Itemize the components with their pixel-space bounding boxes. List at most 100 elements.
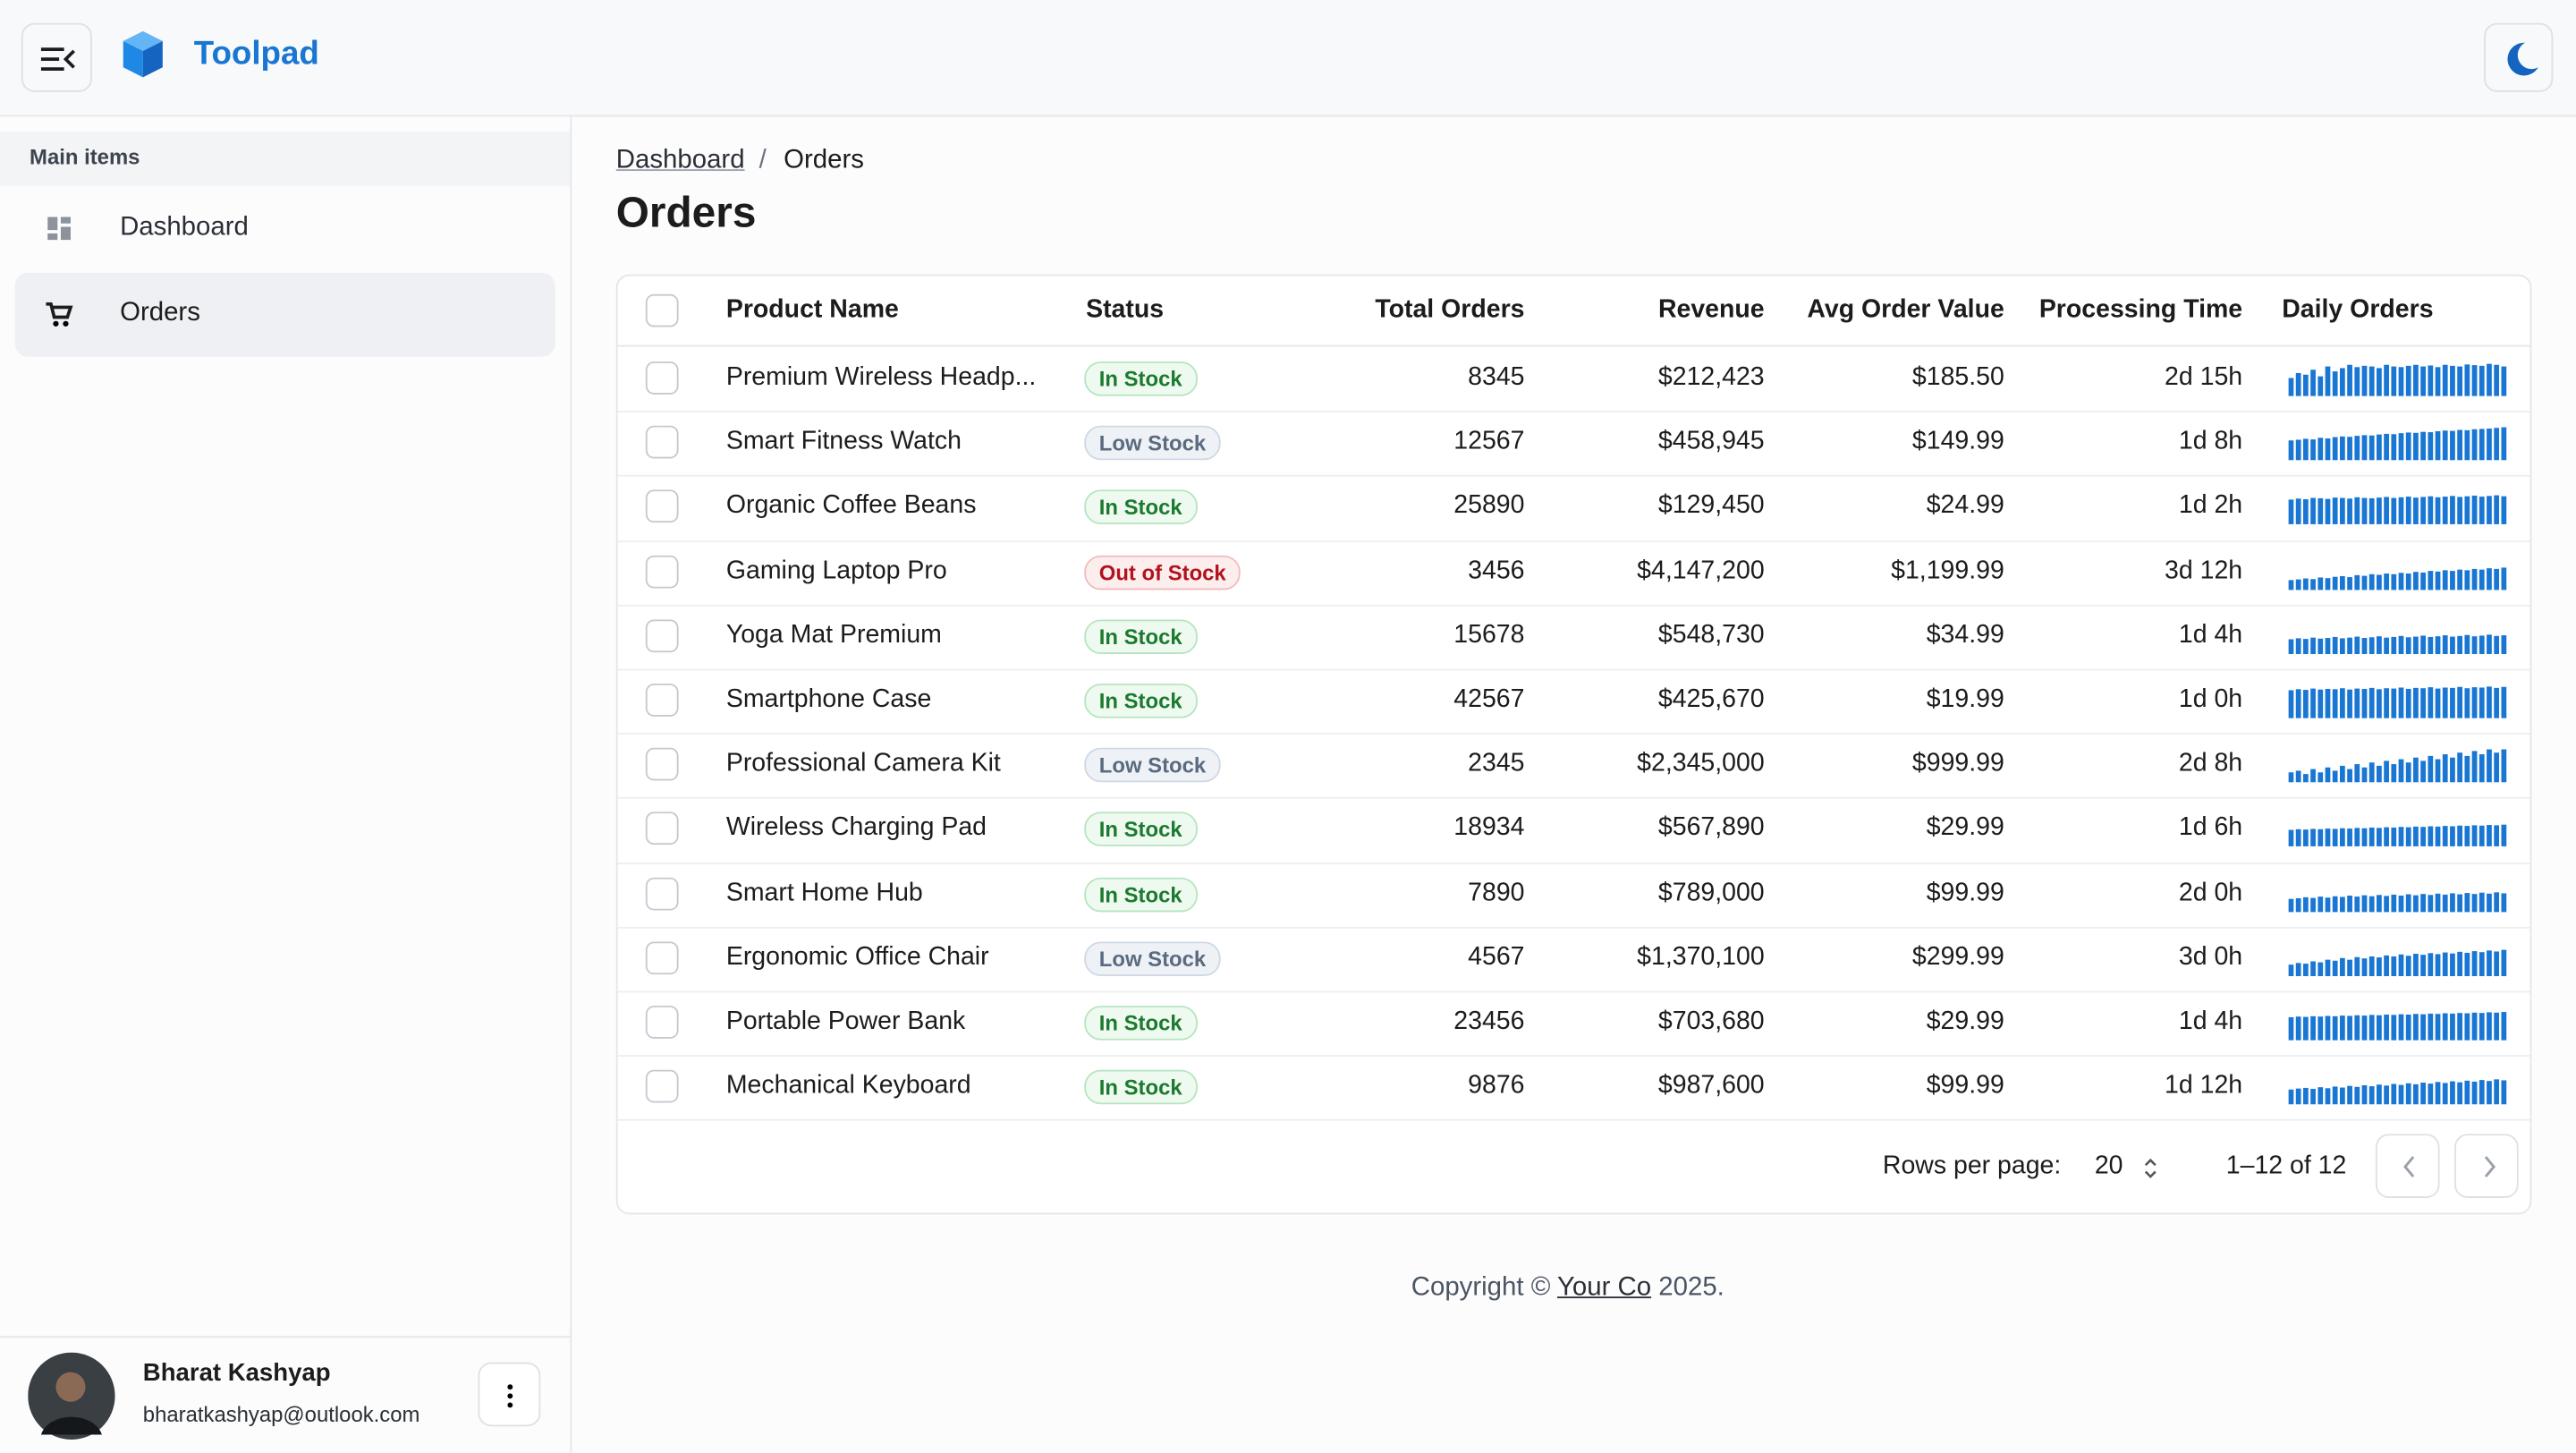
sparkline-bar: [2340, 1087, 2345, 1105]
cell-avg-order-value: $34.99: [1926, 620, 2004, 650]
sparkline: [2288, 1012, 2507, 1041]
checkbox[interactable]: [645, 361, 679, 395]
sparkline-bar: [2368, 687, 2375, 718]
footer-text: 2025.: [1658, 1273, 1724, 1302]
sparkline-bar: [2435, 759, 2441, 783]
sparkline-bar: [2384, 434, 2389, 461]
sparkline-bar: [2398, 687, 2404, 718]
sparkline-bar: [2310, 769, 2316, 783]
sparkline-bar: [2420, 893, 2426, 912]
sparkline-bar: [2464, 569, 2470, 590]
rows-per-page-select[interactable]: 20: [2094, 1151, 2123, 1180]
cell-avg-order-value: $24.99: [1926, 491, 2004, 521]
sparkline-bar: [2295, 439, 2301, 461]
sparkline-bar: [2391, 366, 2397, 396]
page-button[interactable]: [2375, 1134, 2440, 1198]
more-icon: [507, 1384, 513, 1408]
checkbox[interactable]: [645, 426, 679, 459]
sparkline-bar: [2347, 1015, 2352, 1041]
status-chip: In Stock: [1084, 1006, 1198, 1041]
sparkline-bar: [2501, 686, 2507, 718]
sparkline-bar: [2368, 636, 2375, 654]
sparkline-bar: [2361, 435, 2368, 461]
sparkline-bar: [2325, 438, 2331, 461]
sparkline-bar: [2325, 637, 2331, 654]
sparkline-bar: [2494, 951, 2500, 976]
product-name: Mechanical Keyboard: [725, 1071, 971, 1100]
sparkline-bar: [2494, 891, 2500, 912]
sparkline-bar: [2368, 828, 2375, 847]
sparkline-bar: [2310, 829, 2316, 847]
sparkline-bar: [2302, 638, 2309, 654]
checkbox[interactable]: [645, 748, 679, 781]
sparkline-bar: [2471, 826, 2478, 847]
cell-revenue: $2,345,000: [1637, 749, 1765, 778]
sparkline-bar: [2494, 826, 2500, 847]
checkbox[interactable]: [645, 1006, 679, 1039]
sparkline-bar: [2361, 1085, 2368, 1105]
theme-toggle[interactable]: [2484, 22, 2554, 92]
sparkline-bar: [2471, 365, 2478, 396]
sparkline-bar: [2384, 828, 2389, 847]
sparkline-bar: [2325, 1015, 2331, 1041]
checkbox[interactable]: [645, 1070, 679, 1103]
status-chip: In Stock: [1084, 619, 1198, 654]
sparkline-bar: [2384, 688, 2389, 718]
checkbox[interactable]: [645, 619, 679, 652]
user-menu-button[interactable]: [478, 1362, 541, 1427]
sparkline-bar: [2413, 433, 2419, 461]
sparkline-bar: [2405, 828, 2411, 847]
footer-link[interactable]: Your Co: [1556, 1273, 1652, 1302]
sparkline: [2288, 949, 2507, 976]
product-name: Premium Wireless Headp...: [725, 362, 1037, 392]
sparkline-bar: [2501, 566, 2507, 590]
nav-item[interactable]: Dashboard: [120, 213, 249, 242]
app-title[interactable]: Toolpad: [193, 36, 319, 72]
sparkline-bar: [2295, 372, 2301, 396]
sparkline-bar: [2354, 764, 2360, 783]
sparkline-bar: [2318, 896, 2324, 912]
sparkline-bar: [2450, 892, 2455, 912]
cell-processing-time: 2d 15h: [2165, 362, 2243, 392]
checkbox[interactable]: [645, 684, 679, 717]
cell-revenue: $458,945: [1657, 427, 1765, 456]
pagination-range: 1–12 of 12: [2225, 1151, 2347, 1180]
sparkline: [2288, 686, 2507, 718]
sparkline-bar: [2457, 951, 2463, 976]
sparkline-bar: [2413, 364, 2419, 396]
avatar: [28, 1352, 115, 1440]
menu-button[interactable]: [21, 22, 92, 92]
sparkline-bar: [2295, 689, 2301, 718]
breadcrumb-link[interactable]: Dashboard: [615, 146, 745, 174]
cell-total-orders: 9876: [1468, 1071, 1525, 1100]
nav-item[interactable]: Orders: [120, 299, 200, 327]
checkbox[interactable]: [645, 555, 679, 588]
checkbox[interactable]: [645, 293, 679, 327]
row-divider: [617, 926, 2530, 929]
nav-selected[interactable]: [14, 272, 555, 357]
sparkline: [2288, 1079, 2507, 1105]
checkbox[interactable]: [645, 941, 679, 974]
sparkline-bar: [2318, 576, 2324, 590]
sparkline-bar: [2413, 1084, 2419, 1105]
sparkline-bar: [2457, 497, 2463, 525]
sparkline-bar: [2368, 1086, 2375, 1105]
row-divider: [617, 411, 2530, 413]
sparkline-bar: [2405, 1015, 2411, 1041]
sparkline-bar: [2340, 1015, 2345, 1041]
sparkline-bar: [2442, 569, 2448, 590]
sparkline-bar: [2450, 636, 2455, 654]
page-button[interactable]: [2454, 1134, 2519, 1198]
sparkline-bar: [2479, 951, 2485, 976]
checkbox[interactable]: [645, 877, 679, 910]
sparkline-bar: [2435, 367, 2441, 396]
sparkline-bar: [2391, 1015, 2397, 1041]
sparkline-bar: [2347, 689, 2352, 718]
sparkline-bar: [2405, 432, 2411, 461]
sparkline-bar: [2442, 754, 2448, 783]
sparkline-bar: [2398, 1084, 2404, 1105]
checkbox[interactable]: [645, 490, 679, 523]
sparkline-bar: [2413, 497, 2419, 525]
sparkline-bar: [2457, 1013, 2463, 1041]
checkbox[interactable]: [645, 812, 679, 845]
